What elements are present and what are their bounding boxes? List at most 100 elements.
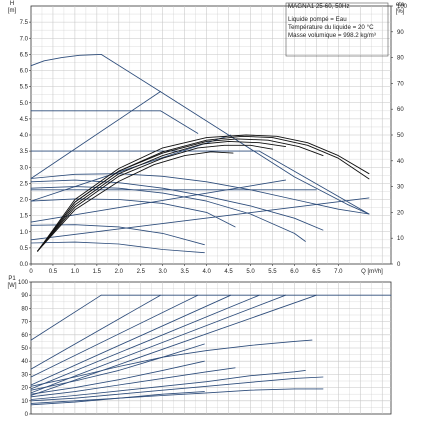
- head-x-tick-label: 1.0: [71, 269, 80, 275]
- head-curve: [30, 179, 287, 223]
- eta-tick-label: 30: [397, 185, 404, 191]
- power-y-tick-label: 90: [21, 293, 28, 299]
- head-x-tick-label: 3.5: [180, 269, 189, 275]
- eta-tick-label: 90: [397, 30, 404, 36]
- chart-info-box: MAGNA1 25-60, 50Hz Liquide pompé = Eau T…: [286, 3, 388, 56]
- head-curve: [160, 110, 199, 134]
- efficiency-curve: [37, 151, 234, 252]
- head-curve: [30, 241, 205, 254]
- power-curve: [30, 360, 205, 395]
- head-y-tick-label: 1.0: [20, 230, 29, 236]
- head-x-tick-label: 6.5: [312, 269, 321, 275]
- head-x-tick-label: 0.5: [49, 269, 58, 275]
- head-curve: [30, 186, 306, 242]
- power-y-tick-label: 50: [21, 346, 28, 352]
- head-x-axis-label: Q [m³/h]: [361, 269, 383, 275]
- head-y-tick-label: 2.5: [20, 181, 29, 187]
- power-curve: [30, 294, 199, 378]
- head-y-tick-label: 0.5: [20, 246, 29, 252]
- head-chart-curves: [30, 53, 370, 254]
- efficiency-curve: [37, 134, 370, 252]
- power-chart-curves: [30, 294, 392, 406]
- info-box-frame: [285, 2, 389, 57]
- info-temperature: Température du liquide = 20 °C: [288, 24, 374, 31]
- power-curve: [30, 376, 324, 402]
- power-y-tick-label: 40: [21, 359, 28, 365]
- eta-tick-label: 70: [397, 81, 404, 87]
- eta-tick-label: 80: [397, 56, 404, 62]
- head-y-tick-label: 0.0: [20, 262, 29, 268]
- eta-axis-unit: [%]: [396, 9, 405, 15]
- head-y-tick-label: 6.5: [20, 52, 29, 58]
- head-x-tick-label: 2.5: [137, 269, 146, 275]
- head-y-tick-label: 5.0: [20, 101, 29, 107]
- head-y-tick-label: 1.5: [20, 214, 29, 220]
- power-y-tick-label: 80: [21, 306, 28, 312]
- head-x-tick-label: 0: [29, 269, 33, 275]
- head-x-tick-label: 2.0: [115, 269, 124, 275]
- head-curve: [30, 179, 324, 231]
- head-x-tick-label: 6.0: [290, 269, 299, 275]
- eta-tick-label: 100: [397, 4, 408, 10]
- head-x-tick-label: 7.0: [334, 269, 343, 275]
- head-curve: [30, 197, 370, 241]
- head-curve: [258, 150, 370, 215]
- head-x-tick-label: 1.5: [93, 269, 102, 275]
- power-curve: [30, 369, 306, 400]
- head-y-tick-label: 3.0: [20, 165, 29, 171]
- power-curve: [30, 391, 205, 406]
- head-x-tick-label: 4.5: [224, 269, 233, 275]
- power-curve: [30, 367, 236, 398]
- power-curve: [30, 294, 232, 386]
- chart-title: MAGNA1 25-60, 50Hz: [288, 3, 350, 10]
- power-y-tick-label: 60: [21, 333, 28, 339]
- head-x-tick-label: 4.0: [202, 269, 211, 275]
- head-x-tick-label: 5.5: [268, 269, 277, 275]
- head-x-tick-label: 5.0: [246, 269, 255, 275]
- power-curve: [30, 388, 324, 404]
- power-y-axis-label: P1: [8, 276, 16, 282]
- eta-axis-label: eta: [396, 2, 405, 8]
- head-curve: [30, 53, 102, 67]
- head-y-tick-label: 7.5: [20, 20, 29, 26]
- power-curve: [30, 294, 102, 341]
- eta-tick-label: 20: [397, 210, 404, 216]
- power-curve: [30, 343, 205, 391]
- head-curve: [30, 134, 232, 202]
- power-curve: [30, 294, 287, 394]
- power-curve: [30, 339, 313, 387]
- info-density: Masse volumique = 998.2 kg/m³: [288, 32, 376, 39]
- power-y-tick-label: 70: [21, 320, 28, 326]
- head-y-axis-unit: [m]: [8, 8, 17, 14]
- head-y-tick-label: 7.0: [20, 36, 29, 42]
- power-y-tick-label: 30: [21, 372, 28, 378]
- power-y-tick-label: 100: [18, 280, 29, 286]
- power-curve: [30, 294, 260, 390]
- power-y-tick-label: 20: [21, 386, 28, 392]
- eta-tick-label: 0: [397, 262, 401, 268]
- power-y-tick-label: 10: [21, 399, 28, 405]
- head-x-tick-label: 3.0: [159, 269, 168, 275]
- efficiency-curve: [37, 140, 287, 252]
- head-y-axis-label: H: [10, 1, 14, 7]
- head-curve: [100, 53, 370, 215]
- head-y-tick-label: 6.0: [20, 69, 29, 75]
- eta-tick-label: 50: [397, 133, 404, 139]
- power-curve: [30, 294, 161, 370]
- head-y-tick-label: 4.5: [20, 117, 29, 123]
- power-y-tick-label: 0: [25, 412, 29, 418]
- head-y-tick-label: 2.0: [20, 198, 29, 204]
- head-y-tick-label: 4.0: [20, 133, 29, 139]
- head-y-tick-label: 5.5: [20, 85, 29, 91]
- power-curve: [30, 294, 317, 396]
- eta-tick-label: 10: [397, 236, 404, 242]
- head-curve: [30, 91, 161, 179]
- power-y-axis-unit: [W]: [8, 283, 17, 289]
- efficiency-curve: [37, 144, 273, 252]
- chart-labels: 0.0 0.5 1.0 1.5 2.0 2.5 3.0 3.5 4.0 4.5 5.0 5.5 6.0 6…: [8, 1, 408, 418]
- eta-tick-label: 40: [397, 159, 404, 165]
- eta-tick-label: 60: [397, 107, 404, 113]
- efficiency-curve: [37, 138, 324, 252]
- info-liquid: Liquide pompé = Eau: [288, 16, 347, 23]
